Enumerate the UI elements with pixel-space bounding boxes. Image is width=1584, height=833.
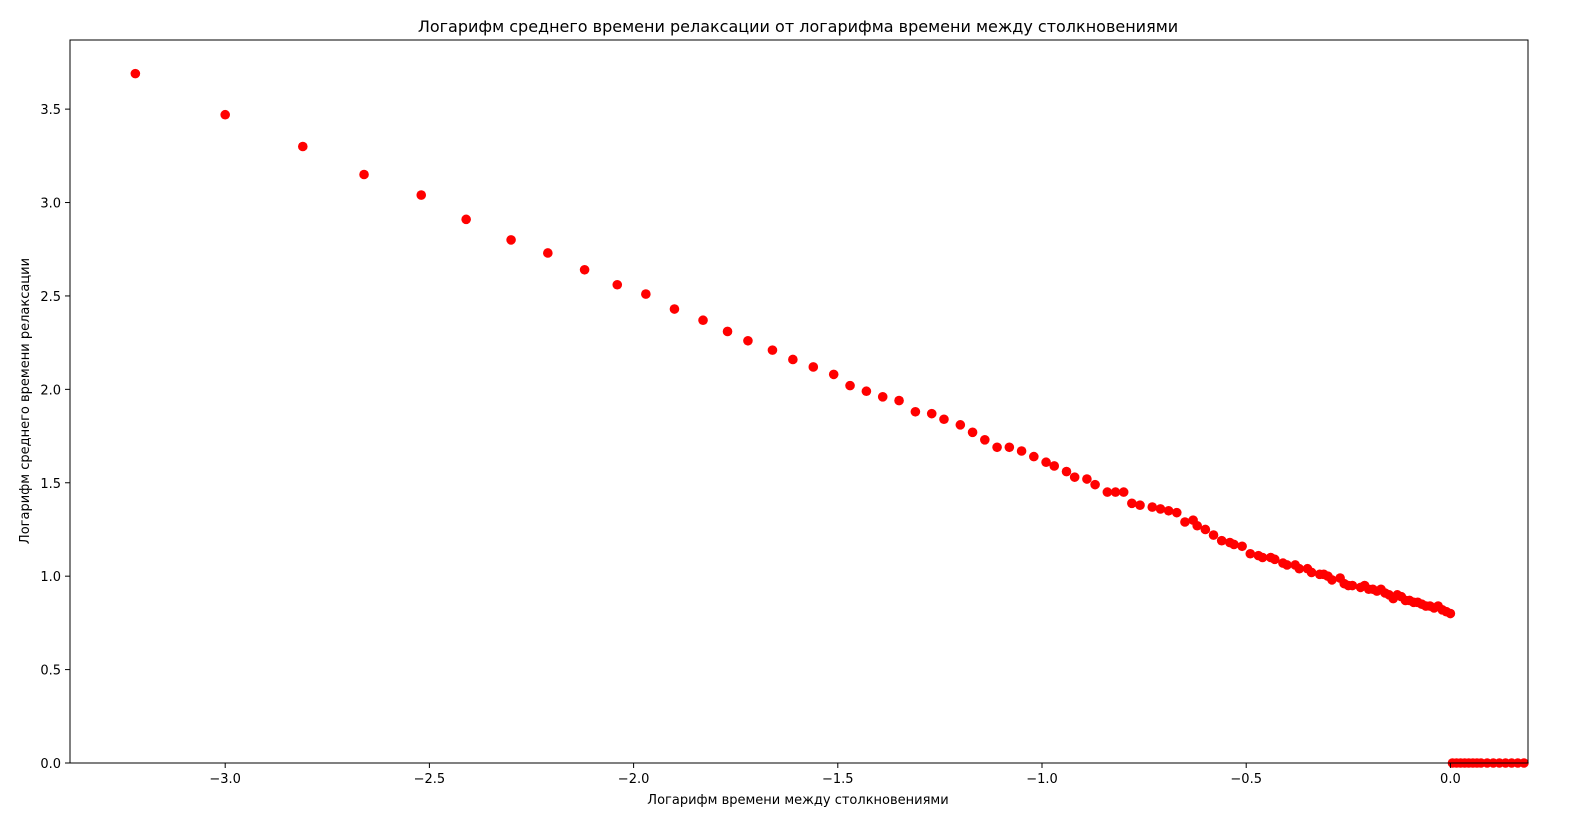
x-tick-label: −1.0	[1026, 772, 1058, 787]
data-point	[1257, 552, 1268, 563]
data-point	[910, 406, 921, 417]
data-point	[579, 264, 590, 275]
x-tick-label: −2.0	[618, 772, 650, 787]
data-point	[130, 68, 141, 79]
y-tick-label: 3.5	[40, 103, 61, 118]
data-point	[1216, 535, 1227, 546]
y-tick-label: 0.5	[40, 664, 61, 679]
data-point	[1327, 575, 1337, 585]
data-point	[1171, 507, 1182, 518]
data-point	[828, 369, 839, 380]
chart-title: Логарифм среднего времени релаксации от …	[418, 17, 1178, 36]
x-tick-label: −1.5	[822, 772, 854, 787]
data-point	[808, 362, 819, 372]
data-point	[297, 141, 308, 152]
data-point	[1237, 541, 1247, 552]
data-point	[1069, 472, 1080, 482]
x-axis-label: Логарифм времени между столкновениями	[647, 793, 948, 808]
data-point	[1192, 520, 1202, 531]
y-tick-label: 3.0	[40, 197, 61, 212]
data-point	[359, 169, 369, 180]
data-point	[1180, 517, 1190, 527]
data-point	[1306, 567, 1317, 578]
data-point	[641, 289, 651, 299]
data-point	[1200, 524, 1211, 535]
y-tick-label: 1.0	[40, 570, 61, 585]
data-point	[506, 235, 516, 245]
data-point	[1229, 539, 1239, 550]
data-point	[980, 435, 990, 445]
data-point	[1347, 580, 1358, 591]
data-point	[1155, 504, 1166, 514]
x-axis-ticks: −3.0 −2.5 −2.0 −1.5 −1.0 −0.5 0.0	[209, 763, 1461, 787]
data-point	[669, 304, 680, 314]
x-tick-label: −2.5	[414, 772, 446, 787]
data-point	[1269, 554, 1280, 565]
data-point	[767, 345, 778, 355]
data-point	[612, 279, 623, 290]
data-point	[877, 392, 888, 402]
data-point	[1118, 487, 1129, 497]
data-point	[1004, 442, 1015, 453]
data-point	[967, 427, 978, 438]
data-point	[788, 354, 798, 365]
data-point	[698, 315, 708, 326]
data-point	[461, 214, 471, 225]
data-point	[543, 248, 553, 258]
data-point	[1135, 500, 1145, 510]
plot-frame	[69, 39, 1529, 764]
data-point	[1445, 608, 1456, 619]
data-point	[955, 420, 966, 430]
data-point	[416, 190, 427, 200]
data-point	[1294, 563, 1305, 574]
data-point	[1090, 479, 1100, 490]
y-tick-label: 0.0	[40, 757, 61, 772]
data-point	[1245, 548, 1256, 559]
y-axis-label: Логарифм среднего времени релаксации	[18, 258, 33, 544]
data-point	[1208, 530, 1219, 540]
data-point	[1110, 487, 1121, 497]
data-point	[845, 380, 855, 391]
data-point	[722, 326, 733, 337]
data-point	[1147, 502, 1158, 512]
x-tick-label: −3.0	[209, 772, 241, 787]
data-point	[220, 109, 230, 120]
data-point	[743, 335, 753, 346]
data-point	[894, 395, 904, 406]
data-point	[1127, 498, 1137, 509]
data-point	[1282, 560, 1292, 570]
data-point	[861, 386, 872, 397]
data-point	[1016, 446, 1027, 456]
y-tick-label: 2.0	[40, 383, 61, 398]
data-point	[1163, 505, 1174, 516]
data-point	[1049, 461, 1060, 471]
data-point	[992, 442, 1002, 453]
data-points	[130, 68, 1529, 768]
y-tick-label: 2.5	[40, 290, 61, 305]
data-point	[939, 414, 949, 425]
data-point	[1041, 457, 1051, 468]
data-point	[1061, 466, 1072, 477]
data-point	[926, 408, 937, 419]
x-tick-label: −0.5	[1230, 772, 1262, 787]
data-point	[1082, 474, 1092, 484]
data-point	[1029, 451, 1039, 462]
x-tick-label: 0.0	[1440, 772, 1461, 787]
data-point	[1102, 487, 1113, 497]
y-tick-label: 1.5	[40, 477, 61, 492]
y-axis-ticks: 0.0 0.5 1.0 1.5 2.0 2.5 3.0 3.5	[40, 103, 70, 772]
